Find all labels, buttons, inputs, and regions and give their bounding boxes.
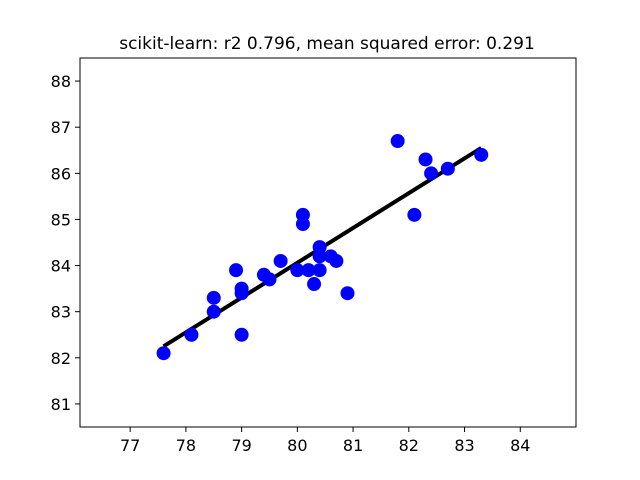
data-point xyxy=(234,327,249,342)
data-point xyxy=(184,327,199,342)
x-tick-label: 77 xyxy=(120,436,140,455)
y-tick-label: 84 xyxy=(51,257,71,276)
data-point xyxy=(440,161,455,176)
data-point xyxy=(156,346,171,361)
data-point xyxy=(390,134,405,149)
y-tick-label: 86 xyxy=(51,164,71,183)
data-point xyxy=(262,272,277,287)
data-point xyxy=(307,277,322,292)
y-tick-label: 87 xyxy=(51,118,71,137)
data-point xyxy=(312,249,327,264)
data-point xyxy=(301,263,316,278)
data-point xyxy=(273,253,288,268)
data-point xyxy=(407,207,422,222)
data-point xyxy=(229,263,244,278)
y-tick-label: 88 xyxy=(51,72,71,91)
data-point xyxy=(206,304,221,319)
data-point xyxy=(424,166,439,181)
x-tick-label: 83 xyxy=(454,436,474,455)
data-point xyxy=(206,290,221,305)
data-points-layer xyxy=(156,134,489,361)
x-tick-label: 84 xyxy=(510,436,530,455)
x-tick-label: 78 xyxy=(176,436,196,455)
x-tick-label: 80 xyxy=(287,436,307,455)
data-point xyxy=(312,263,327,278)
x-tick-label: 82 xyxy=(399,436,419,455)
x-tick-label: 81 xyxy=(343,436,363,455)
y-tick-label: 81 xyxy=(51,395,71,414)
data-point xyxy=(295,217,310,232)
data-point xyxy=(290,263,305,278)
data-point xyxy=(329,253,344,268)
chart-title: scikit-learn: r2 0.796, mean squared err… xyxy=(119,34,535,54)
data-point xyxy=(234,281,249,296)
x-axis-ticks: 77 78 79 80 81 82 83 84 xyxy=(120,427,530,455)
y-tick-label: 82 xyxy=(51,349,71,368)
data-point xyxy=(340,286,355,301)
data-point xyxy=(418,152,433,167)
y-axis-ticks: 81 82 83 84 85 86 87 88 xyxy=(51,72,80,414)
data-point xyxy=(474,147,489,162)
x-tick-label: 79 xyxy=(231,436,251,455)
y-tick-label: 83 xyxy=(51,303,71,322)
plot-area-frame xyxy=(79,57,577,428)
y-tick-label: 85 xyxy=(51,210,71,229)
